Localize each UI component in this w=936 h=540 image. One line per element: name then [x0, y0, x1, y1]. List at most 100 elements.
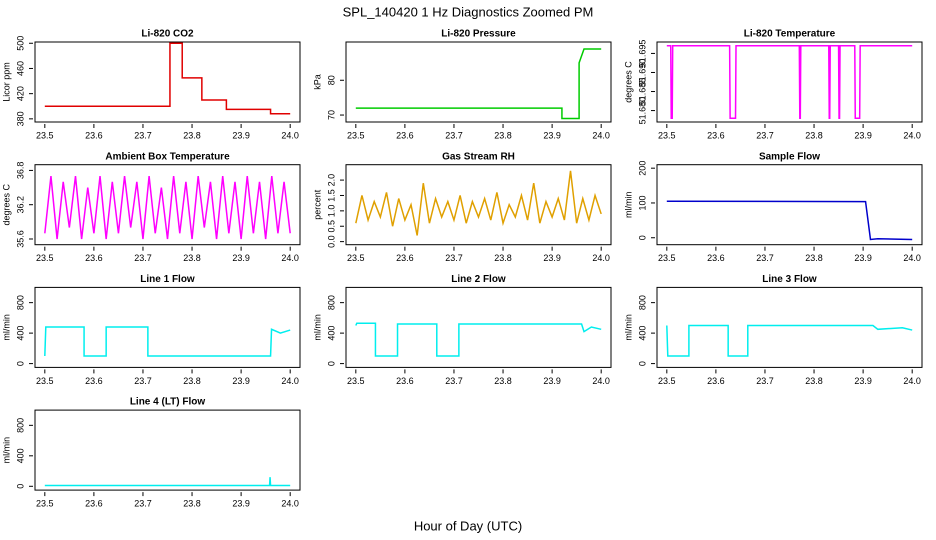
x-tick-label: 24.0: [592, 253, 610, 263]
x-tick-label: 23.9: [854, 253, 872, 263]
x-tick-label: 23.7: [756, 253, 774, 263]
x-tick-label: 23.6: [85, 253, 103, 263]
y-tick-label: 0: [15, 484, 25, 489]
y-tick-label: 1.5: [326, 189, 336, 202]
x-tick-label: 23.8: [805, 376, 823, 386]
y-axis-label: degrees C: [1, 183, 11, 225]
y-tick-label: 80: [326, 75, 336, 85]
y-tick-label: 500: [15, 36, 25, 51]
panel-title: Line 1 Flow: [140, 274, 195, 285]
y-tick-label: 70: [326, 110, 336, 120]
figure-title: SPL_140420 1 Hz Diagnostics Zoomed PM: [343, 4, 594, 19]
x-tick-label: 23.6: [85, 498, 103, 508]
y-tick-label: 0: [326, 361, 336, 366]
x-tick-label: 24.0: [903, 376, 921, 386]
x-tick-label: 23.8: [805, 130, 823, 140]
x-tick-label: 23.9: [854, 376, 872, 386]
y-axis-label: degrees C: [623, 61, 633, 103]
y-tick-label: 380: [15, 111, 25, 126]
panel-title: Gas Stream RH: [442, 151, 515, 162]
x-tick-label: 23.7: [134, 376, 152, 386]
y-axis-label: ml/min: [1, 437, 11, 464]
plot-frame: [34, 409, 301, 491]
x-tick-label: 23.6: [396, 130, 414, 140]
x-tick-label: 23.7: [134, 498, 152, 508]
x-tick-label: 24.0: [592, 376, 610, 386]
y-tick-label: 51.685: [637, 78, 647, 106]
y-tick-label: 460: [15, 61, 25, 76]
x-tick-label: 23.8: [183, 253, 201, 263]
x-tick-label: 23.8: [183, 130, 201, 140]
x-tick-label: 23.8: [494, 130, 512, 140]
panel-title: Line 3 Flow: [762, 274, 817, 285]
y-axis-label: Licor ppm: [1, 62, 11, 102]
x-tick-label: 23.6: [85, 130, 103, 140]
y-tick-label: 800: [15, 418, 25, 433]
y-tick-label: 800: [637, 295, 647, 310]
y-tick-label: 2.0: [326, 174, 336, 187]
y-axis-label: ml/min: [623, 314, 633, 341]
plot-frame: [345, 164, 612, 246]
data-line: [355, 322, 602, 357]
y-tick-label: 0.5: [326, 220, 336, 233]
panel-title: Li-820 Pressure: [441, 29, 516, 40]
x-tick-label: 23.8: [183, 498, 201, 508]
x-tick-label: 23.8: [805, 253, 823, 263]
y-tick-label: 400: [15, 448, 25, 463]
x-tick-label: 23.6: [707, 376, 725, 386]
panel-title: Sample Flow: [759, 151, 820, 162]
data-line: [44, 326, 291, 357]
x-tick-label: 23.5: [658, 376, 676, 386]
plot-frame: [34, 41, 301, 123]
x-tick-label: 23.7: [134, 130, 152, 140]
plot-frame: [345, 286, 612, 368]
y-tick-label: 1.0: [326, 205, 336, 218]
data-line: [44, 477, 291, 487]
y-tick-label: 200: [637, 161, 647, 176]
x-tick-label: 23.7: [134, 253, 152, 263]
x-tick-label: 24.0: [281, 376, 299, 386]
y-tick-label: 800: [15, 295, 25, 310]
plot-frame: [34, 164, 301, 246]
x-tick-label: 23.6: [707, 253, 725, 263]
data-line: [44, 176, 291, 240]
x-tick-label: 23.9: [543, 376, 561, 386]
y-tick-label: 800: [326, 295, 336, 310]
x-tick-label: 23.8: [494, 253, 512, 263]
y-axis-label: percent: [312, 189, 322, 220]
y-tick-label: 51.680: [637, 97, 647, 125]
y-axis-label: ml/min: [312, 314, 322, 341]
y-tick-label: 36.2: [15, 196, 25, 214]
data-line: [666, 45, 913, 119]
x-tick-label: 24.0: [281, 130, 299, 140]
data-line: [666, 324, 913, 357]
x-tick-label: 24.0: [281, 253, 299, 263]
x-tick-label: 23.9: [543, 253, 561, 263]
plot-frame: [34, 286, 301, 368]
panel-title: Ambient Box Temperature: [105, 151, 230, 162]
x-tick-label: 23.5: [347, 130, 365, 140]
y-tick-label: 420: [15, 86, 25, 101]
x-tick-label: 23.5: [347, 253, 365, 263]
x-tick-label: 23.7: [445, 253, 463, 263]
x-tick-label: 23.8: [183, 376, 201, 386]
data-line: [355, 48, 602, 120]
x-tick-label: 23.9: [232, 498, 250, 508]
y-tick-label: 51.690: [637, 59, 647, 87]
data-line: [666, 200, 913, 241]
x-tick-label: 23.5: [36, 376, 54, 386]
x-tick-label: 23.9: [543, 130, 561, 140]
x-tick-label: 23.6: [396, 376, 414, 386]
y-axis-label: kPa: [312, 74, 322, 90]
y-tick-label: 35.6: [15, 230, 25, 248]
x-tick-label: 23.7: [756, 130, 774, 140]
x-tick-label: 24.0: [903, 253, 921, 263]
x-tick-label: 23.5: [347, 376, 365, 386]
x-tick-label: 23.5: [658, 253, 676, 263]
data-line: [44, 42, 291, 115]
x-tick-label: 23.9: [232, 253, 250, 263]
panel-title: Li-820 Temperature: [744, 29, 836, 40]
x-tick-label: 23.7: [445, 130, 463, 140]
plot-frame: [656, 164, 923, 246]
